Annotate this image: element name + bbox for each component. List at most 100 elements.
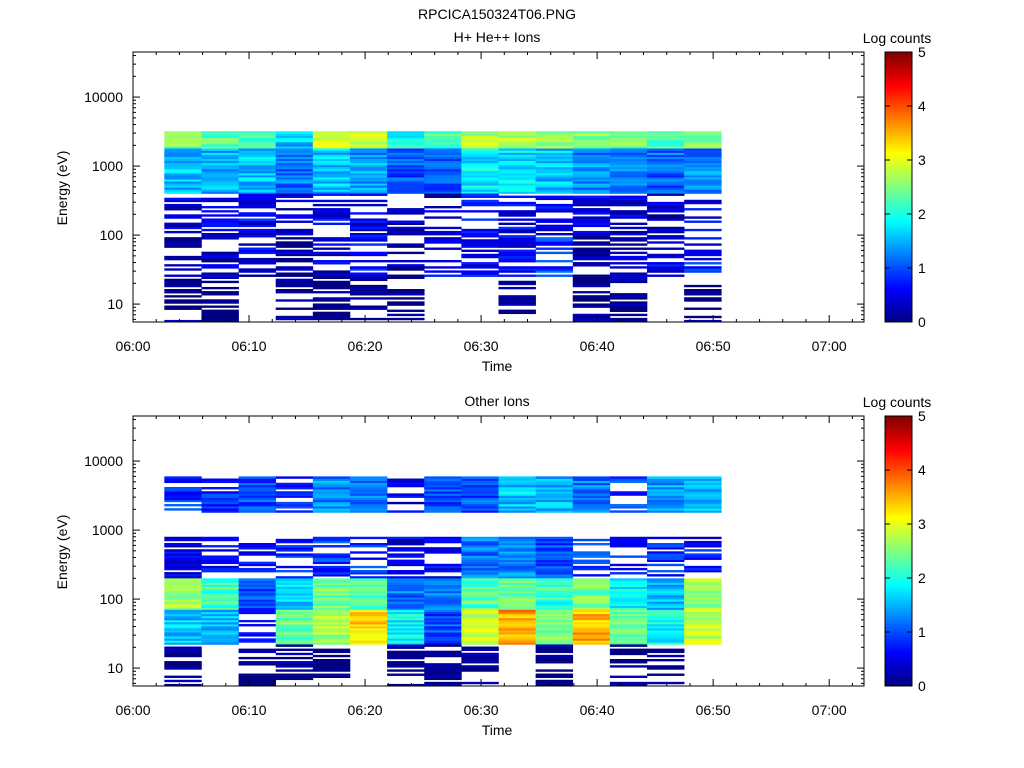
heatmap-cell <box>164 642 202 645</box>
heatmap-cell <box>424 175 462 178</box>
heatmap-cell <box>684 307 722 310</box>
heatmap-cell <box>201 199 239 203</box>
heatmap-cell <box>609 233 648 236</box>
heatmap-cell <box>312 272 351 275</box>
heatmap-cell <box>275 495 314 498</box>
heatmap-cell <box>684 597 722 600</box>
heatmap-cell <box>238 543 277 546</box>
heatmap-cell <box>684 158 722 162</box>
heatmap-cell <box>424 567 462 571</box>
heatmap-cell <box>238 584 277 587</box>
colorbar-swatch <box>885 502 912 506</box>
heatmap-cell <box>424 480 462 484</box>
heatmap-cell <box>238 193 277 196</box>
heatmap-cell <box>349 233 388 236</box>
heatmap-cell <box>275 540 314 544</box>
heatmap-cell <box>424 497 462 501</box>
heatmap-cell <box>387 220 425 223</box>
colorbar-swatch <box>885 524 912 528</box>
heatmap-cell <box>349 272 388 275</box>
heatmap-cell <box>647 613 685 617</box>
heatmap-cell <box>461 640 499 643</box>
heatmap-cell <box>349 578 388 581</box>
heatmap-cell <box>349 584 388 587</box>
heatmap-cell <box>164 508 202 511</box>
heatmap-cell <box>461 495 499 498</box>
heatmap-cell <box>275 648 314 651</box>
heatmap-cell <box>535 146 574 149</box>
heatmap-cell <box>609 203 648 207</box>
heatmap-cell <box>312 595 351 598</box>
heatmap-cell <box>238 177 277 180</box>
heatmap-cell <box>424 588 462 592</box>
heatmap-cell <box>312 628 351 631</box>
heatmap-cell <box>164 582 202 585</box>
heatmap-cell <box>461 659 499 662</box>
heatmap-cell <box>275 315 314 319</box>
heatmap-cell <box>164 565 202 569</box>
heatmap-cell <box>572 559 611 562</box>
heatmap-cell <box>609 599 648 602</box>
heatmap-cell <box>498 630 536 633</box>
heatmap-cell <box>275 220 314 223</box>
heatmap-cell <box>312 497 351 501</box>
heatmap-cell <box>275 284 314 288</box>
heatmap-cell <box>238 206 277 209</box>
heatmap-cell <box>572 282 611 286</box>
heatmap-cell <box>387 603 425 606</box>
heatmap-cell <box>164 640 202 643</box>
heatmap-cell <box>275 576 314 579</box>
heatmap-cell <box>424 260 462 263</box>
heatmap-cell <box>238 561 277 565</box>
colorbar-tick-label: 4 <box>918 98 926 114</box>
heatmap-cell <box>312 503 351 507</box>
heatmap-cell <box>609 595 648 598</box>
heatmap-cell <box>238 588 277 592</box>
heatmap-cell <box>312 607 351 611</box>
colorbar-swatch <box>885 429 912 433</box>
heatmap-cell <box>238 135 277 138</box>
heatmap-cell <box>609 624 648 627</box>
colorbar-swatch <box>885 300 912 304</box>
heatmap-cell <box>609 135 648 138</box>
heatmap-cell <box>275 486 314 490</box>
colorbar-swatch <box>885 200 912 204</box>
heatmap-cell <box>275 164 314 168</box>
heatmap-cell <box>312 491 351 494</box>
heatmap-cell <box>275 272 314 275</box>
heatmap-cell <box>535 166 574 170</box>
heatmap-cell <box>535 588 574 592</box>
heatmap-cell <box>461 164 499 168</box>
heatmap-cell <box>684 503 722 507</box>
heatmap-cell <box>498 603 536 606</box>
heatmap-cell <box>647 580 685 583</box>
heatmap-cell <box>535 592 574 596</box>
heatmap-cell <box>349 489 388 492</box>
heatmap-cell <box>312 156 351 160</box>
heatmap-cell <box>201 607 239 611</box>
heatmap-cell <box>312 578 351 581</box>
colorbar-swatch <box>885 605 912 609</box>
heatmap-cell <box>609 175 648 178</box>
heatmap-cell <box>647 235 685 238</box>
heatmap-cell <box>275 317 314 321</box>
heatmap-cell <box>387 164 425 168</box>
heatmap-cell <box>498 187 536 190</box>
x-axis-label: Time <box>482 722 513 738</box>
heatmap-cell <box>572 607 611 611</box>
heatmap-cell <box>684 478 722 481</box>
heatmap-cell <box>424 506 462 509</box>
heatmap-cell <box>201 628 239 631</box>
heatmap-cell <box>201 582 239 585</box>
heatmap-cell <box>164 683 202 687</box>
heatmap-cell <box>387 584 425 587</box>
heatmap-cell <box>201 638 239 641</box>
heatmap-cell <box>535 177 574 180</box>
heatmap-cell <box>349 482 388 486</box>
heatmap-cell <box>535 683 574 687</box>
heatmap-cell <box>275 158 314 162</box>
heatmap-cell <box>349 237 388 240</box>
heatmap-cell <box>572 216 611 219</box>
heatmap-cell <box>572 133 611 136</box>
heatmap-cell <box>349 499 388 503</box>
